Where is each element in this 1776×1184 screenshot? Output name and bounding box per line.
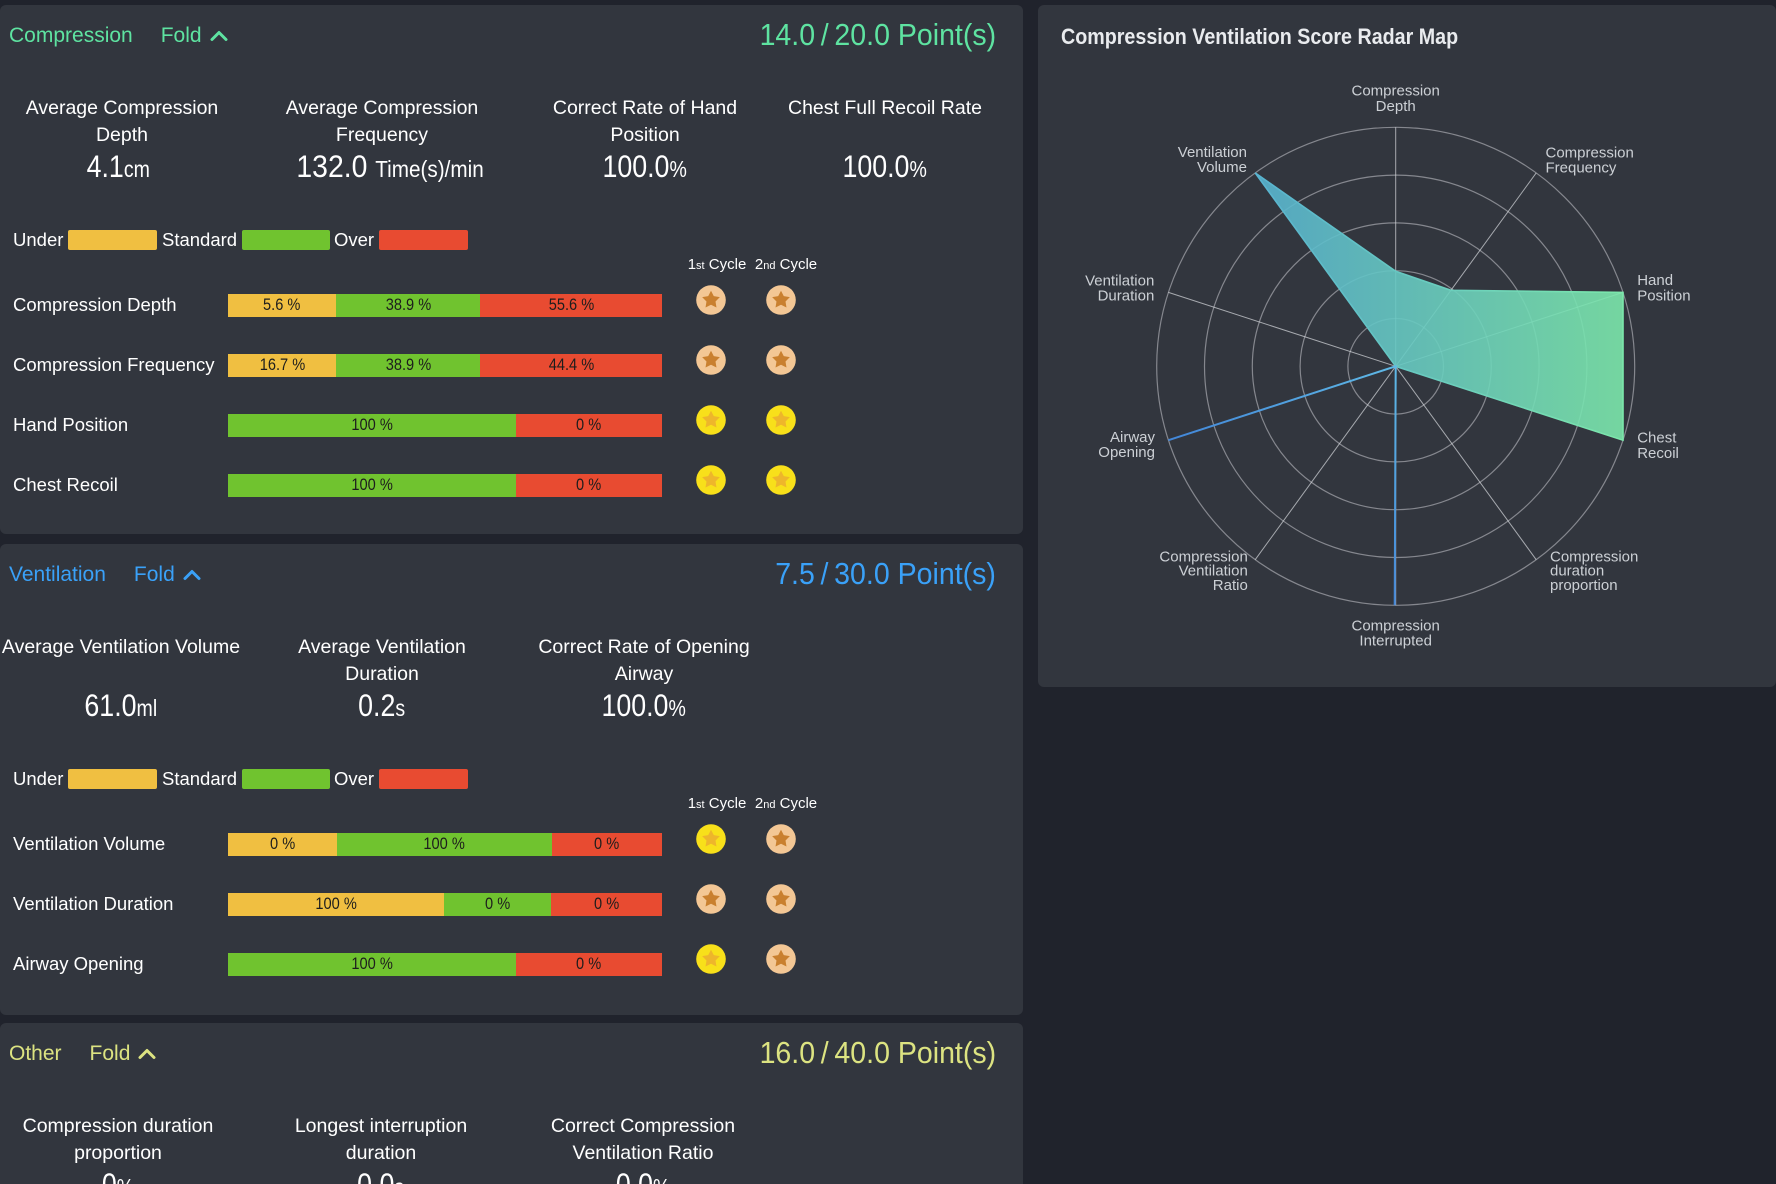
svg-text:VentilationVolume: Ventilation Volume [1178, 144, 1247, 176]
svg-text:CompressionVentilationRatio: Compression Ventilation Ratio [1159, 548, 1247, 594]
svg-text:Compressiondurationproportion: Compression duration proportion [1550, 548, 1638, 594]
svg-text:HandPosition: Hand Position [1637, 272, 1690, 304]
svg-text:ChestRecoil: Chest Recoil [1637, 430, 1679, 462]
svg-text:CompressionFrequency: Compression Frequency [1546, 145, 1634, 177]
svg-text:AirwayOpening: Airway Opening [1098, 429, 1155, 461]
svg-text:CompressionDepth: Compression Depth [1352, 83, 1440, 115]
svg-text:CompressionInterrupted: Compression Interrupted [1352, 617, 1440, 649]
svg-text:VentilationDuration: Ventilation Duration [1085, 272, 1154, 304]
